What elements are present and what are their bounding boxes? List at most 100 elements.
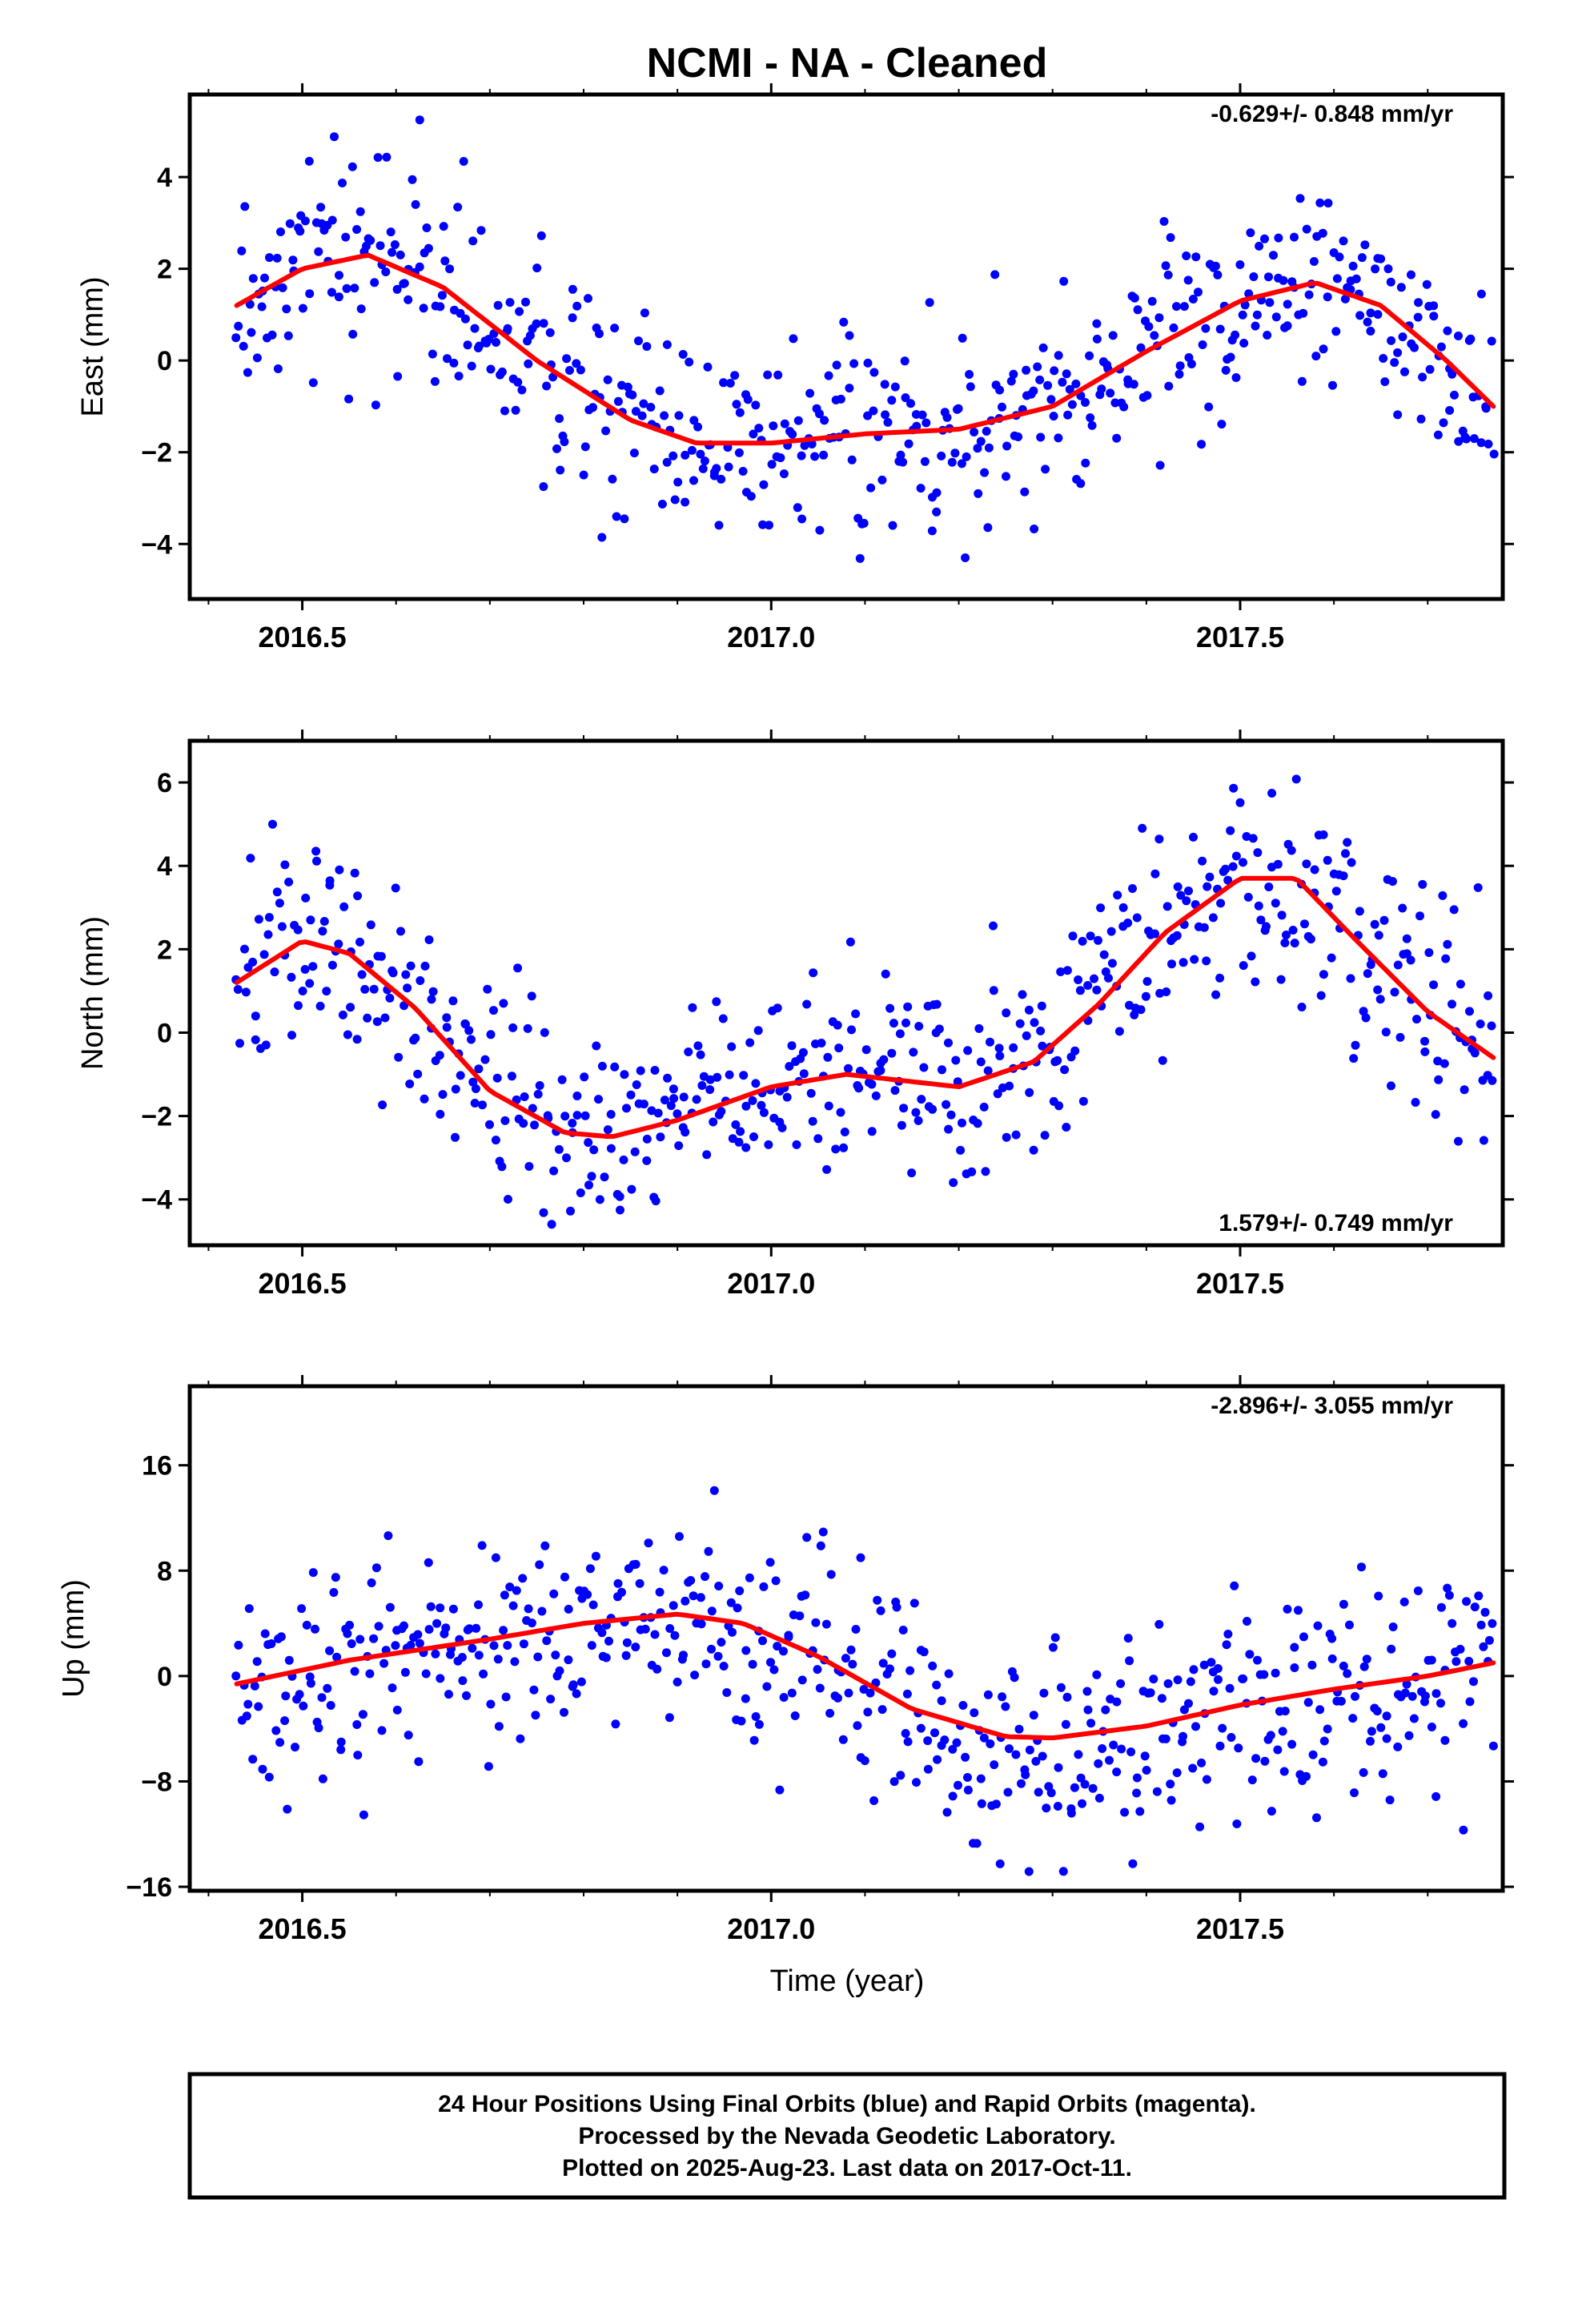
data-point — [902, 1689, 912, 1699]
data-point — [713, 1072, 722, 1082]
data-point — [1283, 300, 1292, 309]
data-point — [314, 247, 323, 256]
data-point — [1065, 384, 1074, 394]
data-point — [635, 1578, 644, 1588]
data-point — [448, 996, 458, 1006]
data-point — [1481, 404, 1491, 413]
data-point — [1215, 973, 1225, 983]
data-point — [712, 464, 721, 473]
data-point — [1106, 927, 1116, 936]
data-point — [305, 289, 315, 299]
data-point — [1439, 418, 1448, 428]
data-point — [877, 475, 887, 485]
data-point — [444, 1690, 453, 1699]
data-point — [1375, 995, 1385, 1004]
data-point — [1179, 1705, 1189, 1715]
data-point — [442, 1013, 452, 1023]
data-point — [1363, 969, 1372, 979]
data-point — [942, 1100, 951, 1109]
panel-frame — [187, 738, 1505, 1248]
data-point — [1409, 1714, 1419, 1723]
data-point — [547, 1220, 556, 1229]
data-point — [272, 887, 282, 897]
data-point — [341, 232, 351, 242]
data-point — [1053, 1055, 1062, 1065]
data-point — [511, 405, 520, 415]
data-point — [821, 1619, 831, 1629]
data-point — [471, 1084, 480, 1093]
y-tick-label: −2 — [141, 438, 172, 468]
data-point — [652, 1664, 662, 1674]
data-point — [535, 1560, 544, 1570]
data-point — [1070, 1783, 1079, 1792]
data-point — [1035, 375, 1045, 384]
data-point — [1002, 1132, 1011, 1142]
data-point — [474, 1600, 483, 1610]
x-tick-label: 2017.0 — [727, 621, 815, 653]
fit-curve — [234, 252, 1496, 446]
data-point — [890, 1086, 900, 1096]
data-point — [1422, 279, 1431, 289]
data-point — [769, 1665, 779, 1675]
data-point — [1427, 1723, 1436, 1731]
data-point — [890, 382, 900, 392]
data-point — [1207, 1658, 1216, 1667]
data-point — [318, 1774, 327, 1783]
data-point — [701, 1572, 709, 1582]
data-point — [608, 474, 617, 484]
data-point — [1339, 871, 1348, 881]
data-point — [1323, 199, 1333, 208]
data-point — [1390, 987, 1399, 997]
data-point — [730, 371, 740, 380]
data-point — [833, 1693, 842, 1703]
data-point — [467, 1035, 476, 1044]
data-point — [1076, 1773, 1086, 1783]
data-point — [728, 1627, 737, 1637]
data-point — [415, 262, 424, 271]
data-point — [787, 1688, 797, 1698]
data-point — [869, 1796, 879, 1805]
data-point — [474, 1064, 484, 1074]
data-point — [647, 1106, 656, 1116]
panel-frame — [187, 1384, 1505, 1893]
data-point — [949, 1178, 958, 1188]
data-point — [948, 1744, 958, 1754]
data-point — [1239, 1674, 1248, 1683]
data-point — [1302, 1771, 1311, 1781]
data-point — [904, 439, 913, 448]
data-point — [928, 1104, 938, 1114]
data-point — [1484, 991, 1493, 1000]
y-tick-label: 4 — [157, 163, 172, 193]
data-point — [280, 1716, 290, 1726]
data-point — [572, 1092, 582, 1100]
data-point — [954, 404, 963, 413]
data-point — [585, 1564, 595, 1574]
data-point — [983, 523, 993, 533]
data-point — [1407, 270, 1415, 279]
data-point — [576, 1188, 585, 1197]
data-point — [693, 422, 703, 432]
data-point — [435, 1051, 444, 1060]
data-point — [449, 358, 459, 368]
data-point — [961, 1752, 970, 1762]
data-point — [1142, 1766, 1151, 1775]
data-point — [1398, 332, 1407, 342]
data-point — [855, 553, 865, 563]
data-point — [792, 1140, 801, 1149]
data-point — [986, 1037, 994, 1047]
data-point — [1172, 302, 1181, 312]
data-point — [1420, 1691, 1430, 1701]
data-point — [898, 457, 908, 467]
data-point — [963, 1046, 973, 1055]
data-point — [1382, 1711, 1391, 1721]
data-point — [363, 1013, 372, 1023]
data-point — [284, 1655, 294, 1665]
data-point — [903, 1737, 913, 1747]
data-point — [809, 968, 818, 978]
data-point — [456, 308, 465, 318]
data-point — [510, 1657, 520, 1667]
data-point — [877, 1705, 887, 1715]
data-point — [669, 451, 678, 460]
data-point — [871, 1091, 881, 1100]
data-point — [859, 1685, 869, 1694]
